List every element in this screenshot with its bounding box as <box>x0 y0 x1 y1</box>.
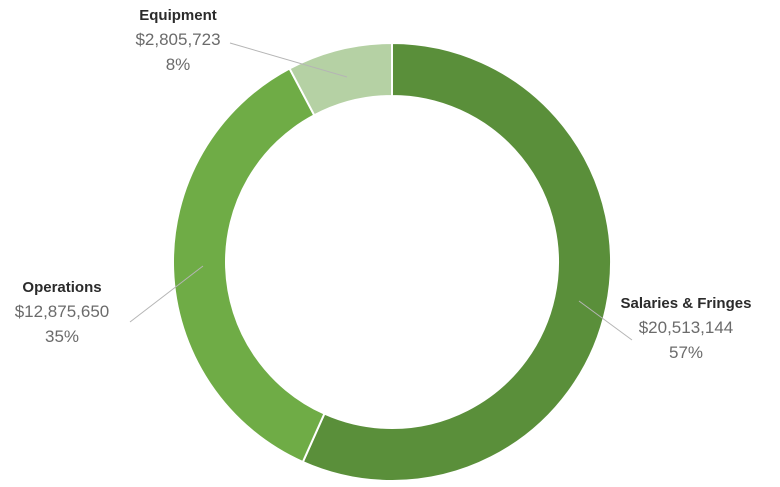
leader-line-salaries-and-fringes <box>578 300 633 341</box>
slice-label-salaries-and-fringes: Salaries & Fringes <box>621 295 752 312</box>
slice-percent-operations: 35% <box>45 327 79 346</box>
slice-equipment <box>288 41 393 117</box>
slice-value-operations: $12,875,650 <box>15 302 110 321</box>
slice-label-operations: Operations <box>22 279 101 296</box>
slice-operations <box>172 67 326 464</box>
leader-line-operations <box>129 265 204 323</box>
slice-label-equipment: Equipment <box>139 7 217 24</box>
slice-value-equipment: $2,805,723 <box>135 30 220 49</box>
slice-salaries-and-fringes <box>301 41 612 482</box>
slice-percent-equipment: 8% <box>166 55 191 74</box>
donut-slices <box>172 41 612 482</box>
leader-line-equipment <box>229 42 348 78</box>
leader-lines <box>129 42 633 341</box>
slice-value-salaries-and-fringes: $20,513,144 <box>639 318 734 337</box>
slice-percent-salaries-and-fringes: 57% <box>669 343 703 362</box>
slice-labels: Salaries & Fringes $20,513,144 57% Operatio… <box>15 7 752 362</box>
